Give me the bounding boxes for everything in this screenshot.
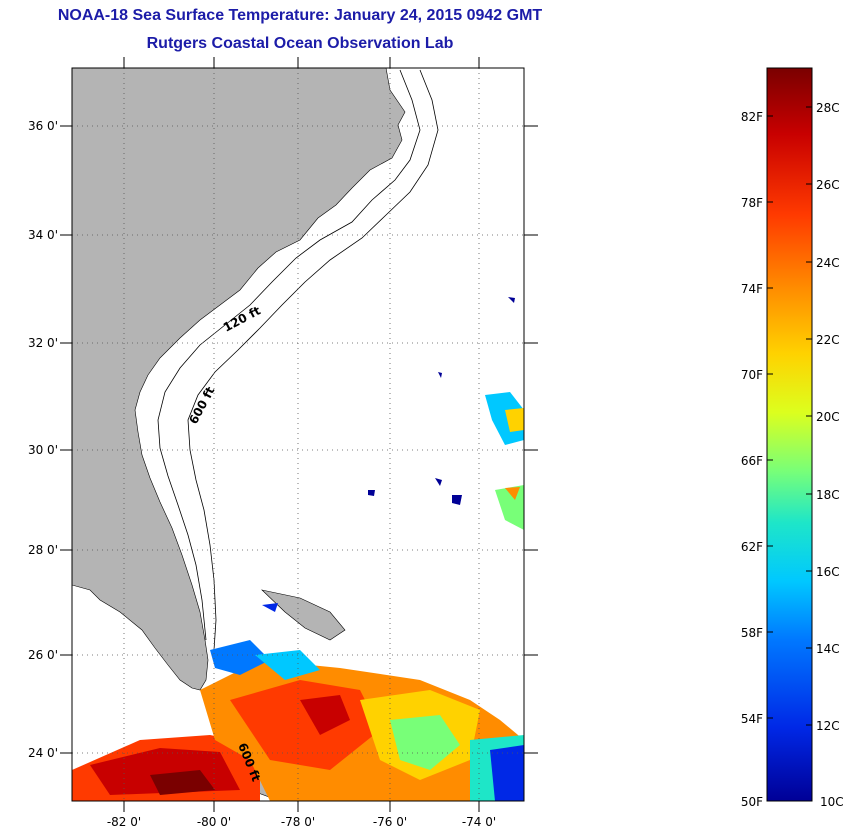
land-mass <box>72 68 406 691</box>
colorbar-c-label: 18C <box>816 488 840 502</box>
map-grid <box>72 68 524 801</box>
colorbar-c-label: 14C <box>816 642 840 656</box>
lon-label: -80 0' <box>197 815 231 829</box>
colorbar-c-label: 24C <box>816 256 840 270</box>
map-title: NOAA-18 Sea Surface Temperature: January… <box>57 7 543 24</box>
colorbar <box>766 67 813 802</box>
colorbar-ticks <box>767 106 812 726</box>
colorbar-f-label: 54F <box>741 712 763 726</box>
lat-label: 28 0' <box>28 543 58 557</box>
colorbar-c-label: 28C <box>816 101 840 115</box>
colorbar-f-label: 82F <box>741 110 763 124</box>
contour-600ft <box>187 69 439 651</box>
axis-ticks <box>60 57 538 812</box>
map-subtitle: Rutgers Coastal Ocean Observation Lab <box>146 35 454 52</box>
lon-label: -82 0' <box>107 815 141 829</box>
colorbar-c-label: 22C <box>816 333 840 347</box>
lat-label: 32 0' <box>28 336 58 350</box>
colorbar-f-label: 74F <box>741 282 763 296</box>
lat-label: 26 0' <box>28 648 58 662</box>
colorbar-f-label: 66F <box>741 454 763 468</box>
colorbar-c-label: 20C <box>816 410 840 424</box>
contour-120ft <box>157 69 421 641</box>
colorbar-c-label: 12C <box>816 719 840 733</box>
colorbar-f-label: 70F <box>741 368 763 382</box>
colorbar-f-label: 78F <box>741 196 763 210</box>
bahamas-island <box>261 589 346 641</box>
lon-label: -76 0' <box>373 815 407 829</box>
lon-label: -78 0' <box>281 815 315 829</box>
lat-label: 34 0' <box>28 228 58 242</box>
sst-data-layer <box>72 297 524 801</box>
lat-label: 36 0' <box>28 119 58 133</box>
colorbar-c-label: 26C <box>816 178 840 192</box>
colorbar-c-label: 10C <box>820 795 844 809</box>
colorbar-f-label: 50F <box>741 795 763 809</box>
lat-label: 24 0' <box>28 746 58 760</box>
colorbar-c-label: 16C <box>816 565 840 579</box>
lon-label: -74 0' <box>462 815 496 829</box>
colorbar-f-label: 58F <box>741 626 763 640</box>
colorbar-f-label: 62F <box>741 540 763 554</box>
lat-label: 30 0' <box>28 443 58 457</box>
